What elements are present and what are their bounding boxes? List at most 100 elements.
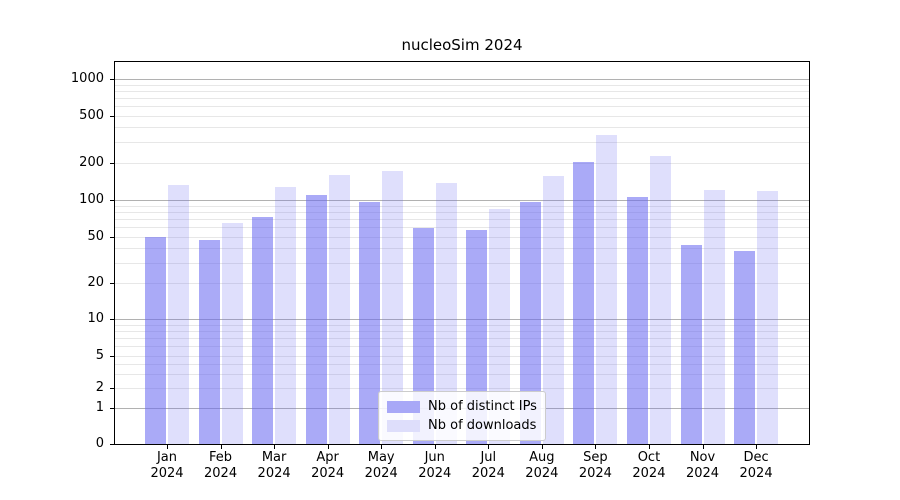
gridline-y-300 xyxy=(115,142,809,144)
gridline-y-7 xyxy=(115,338,809,340)
bar-distinct-ips-mar xyxy=(252,216,274,444)
x-tick-label: Jul 2024 xyxy=(471,450,505,481)
bar-downloads-mar xyxy=(275,186,297,444)
legend: Nb of distinct IPs Nb of downloads xyxy=(378,391,546,441)
bar-distinct-ips-dec xyxy=(734,250,756,444)
y-tick-label: 500 xyxy=(79,108,104,123)
x-tick-mark xyxy=(167,444,168,449)
x-tick-label: Dec 2024 xyxy=(739,450,773,481)
bar-distinct-ips-jul xyxy=(466,230,488,444)
y-tick-mark xyxy=(110,79,115,80)
x-tick-mark xyxy=(434,444,436,449)
x-tick-mark xyxy=(541,444,543,449)
x-tick-label: Jun 2024 xyxy=(418,450,452,481)
x-tick-label: Feb 2024 xyxy=(204,450,238,481)
y-tick-label: 10 xyxy=(87,311,104,326)
gridline-y-600 xyxy=(115,106,809,108)
y-tick-mark xyxy=(110,356,115,357)
bar-distinct-ips-oct xyxy=(626,196,648,444)
bar-downloads-sep xyxy=(596,135,618,444)
bar-distinct-ips-may xyxy=(359,201,381,444)
y-tick-label: 100 xyxy=(79,192,104,207)
bar-distinct-ips-apr xyxy=(305,194,327,444)
x-tick-label: May 2024 xyxy=(364,450,398,481)
gridline-y-50 xyxy=(115,237,809,238)
x-tick-mark xyxy=(327,444,329,449)
gridline-y-20 xyxy=(115,283,809,284)
y-tick-label: 1000 xyxy=(70,71,104,86)
gridline-y-2 xyxy=(115,388,809,389)
x-tick-label: Oct 2024 xyxy=(632,450,666,481)
y-tick-label: 5 xyxy=(95,348,104,363)
x-tick-mark xyxy=(220,444,222,449)
bar-distinct-ips-feb xyxy=(198,240,220,444)
y-tick-mark xyxy=(110,283,115,284)
gridline-y-900 xyxy=(115,84,809,86)
gridline-y-70 xyxy=(115,219,809,221)
x-tick-mark xyxy=(274,444,276,449)
bar-downloads-oct xyxy=(649,155,671,444)
legend-row: Nb of downloads xyxy=(387,416,537,435)
bar-downloads-feb xyxy=(221,222,243,444)
gridline-y-40 xyxy=(115,248,809,250)
bar-distinct-ips-nov xyxy=(680,244,702,444)
x-tick-label: Mar 2024 xyxy=(257,450,291,481)
bar-downloads-aug xyxy=(542,175,564,444)
gridline-y-700 xyxy=(115,98,809,100)
y-tick-label: 50 xyxy=(87,229,104,244)
legend-label: Nb of downloads xyxy=(428,417,537,433)
gridline-y-6 xyxy=(115,346,809,348)
gridline-y-4 xyxy=(115,363,809,365)
y-tick-mark xyxy=(110,237,115,238)
gridline-y-400 xyxy=(115,127,809,129)
gridline-y-500 xyxy=(115,116,809,117)
gridline-y-200 xyxy=(115,163,809,164)
y-tick-mark xyxy=(110,408,115,409)
y-tick-mark xyxy=(110,116,115,117)
y-tick-label: 2 xyxy=(95,380,104,395)
bar-downloads-may xyxy=(382,171,404,444)
bar-distinct-ips-jun xyxy=(412,228,434,444)
x-tick-label: Jan 2024 xyxy=(150,450,184,481)
y-tick-label: 0 xyxy=(95,436,104,451)
x-tick-mark xyxy=(702,444,704,449)
bar-distinct-ips-aug xyxy=(519,202,541,444)
x-tick-mark xyxy=(595,444,597,449)
y-tick-mark xyxy=(110,200,115,201)
legend-label: Nb of distinct IPs xyxy=(428,398,537,414)
x-tick-mark xyxy=(488,444,490,449)
y-tick-mark xyxy=(110,444,115,445)
x-tick-label: Aug 2024 xyxy=(525,450,559,481)
y-tick-label: 200 xyxy=(79,155,104,170)
bar-downloads-jan xyxy=(168,185,189,444)
legend-swatch-icon xyxy=(387,400,420,413)
gridline-y-1000 xyxy=(115,79,809,80)
bar-downloads-jul xyxy=(489,208,511,444)
gridline-y-8 xyxy=(115,330,809,332)
x-tick-label: Nov 2024 xyxy=(685,450,720,481)
gridline-y-80 xyxy=(115,211,809,213)
gridline-y-90 xyxy=(115,205,809,207)
y-tick-mark xyxy=(110,388,115,389)
gridline-y-60 xyxy=(115,227,809,229)
gridline-y-30 xyxy=(115,262,809,264)
gridline-y-100 xyxy=(115,200,809,201)
bar-distinct-ips-jan xyxy=(145,237,166,444)
y-tick-label: 1 xyxy=(95,400,104,415)
x-tick-mark xyxy=(756,444,758,449)
gridline-y-3 xyxy=(115,373,809,375)
gridline-y-10 xyxy=(115,319,809,320)
bar-downloads-nov xyxy=(703,189,725,444)
bar-distinct-ips-sep xyxy=(573,161,595,444)
x-tick-mark xyxy=(648,444,650,449)
gridline-y-800 xyxy=(115,90,809,92)
x-tick-label: Apr 2024 xyxy=(311,450,345,481)
gridline-y-5 xyxy=(115,356,809,357)
x-tick-mark xyxy=(381,444,383,449)
chart-title: nucleoSim 2024 xyxy=(401,36,523,54)
bar-downloads-dec xyxy=(757,191,779,444)
y-tick-mark xyxy=(110,163,115,164)
gridline-y-9 xyxy=(115,324,809,326)
legend-swatch-icon xyxy=(387,419,420,432)
